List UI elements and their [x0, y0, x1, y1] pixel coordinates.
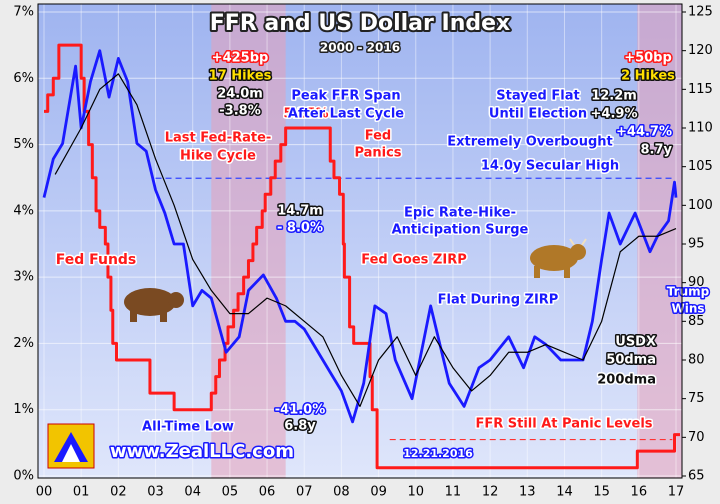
y-tick-label: 2%: [13, 336, 34, 351]
annotation: - 8.0%: [277, 221, 323, 236]
chart-title: FFR and US Dollar Index: [210, 11, 510, 36]
logo: [47, 423, 95, 469]
x-tick-label: 17: [668, 485, 685, 500]
y2-tick-label: 95: [688, 237, 705, 252]
annotation: 12.21.2016: [403, 447, 473, 460]
annotation: Until Election: [489, 107, 587, 122]
annotation: 5.25%: [283, 107, 328, 122]
x-tick-label: 05: [222, 485, 239, 500]
annotation: Anticipation Surge: [392, 223, 529, 238]
y2-tick-label: 75: [688, 391, 705, 406]
y-tick-label: 1%: [13, 402, 34, 417]
x-tick-label: 01: [73, 485, 90, 500]
y2-tick-label: 125: [688, 5, 713, 20]
annotation: Fed Funds: [56, 252, 137, 268]
x-tick-label: 06: [259, 485, 276, 500]
annotation: Flat During ZIRP: [438, 293, 559, 308]
x-tick-label: 07: [296, 485, 313, 500]
x-tick-label: 08: [333, 485, 350, 500]
y2-tick-label: 110: [688, 121, 713, 136]
x-tick-label: 14: [556, 485, 573, 500]
x-tick-label: 09: [370, 485, 387, 500]
y2-tick-label: 65: [688, 469, 705, 484]
annotation: 50dma: [606, 353, 656, 368]
y-tick-label: 3%: [13, 270, 34, 285]
x-tick-label: 03: [147, 485, 164, 500]
plot-frame: [37, 3, 683, 479]
series-line: [44, 43, 680, 470]
annotation: +50bp: [624, 51, 672, 66]
annotation: Last Fed-Rate-: [165, 131, 272, 146]
x-tick-label: 04: [184, 485, 201, 500]
x-tick-label: 00: [36, 485, 53, 500]
x-tick-label: 16: [631, 485, 648, 500]
annotation: 200dma: [597, 373, 656, 388]
annotation: Fed: [365, 129, 391, 144]
annotation: www.ZealLLC.com: [110, 441, 294, 462]
annotation: +4.9%: [591, 107, 638, 122]
annotation: USDX: [615, 335, 656, 350]
x-tick-label: 12: [482, 485, 499, 500]
annotation: After Last Cycle: [288, 107, 404, 122]
y-tick-label: 0%: [13, 469, 34, 484]
annotation: -3.8%: [219, 104, 260, 119]
bull-icon: [530, 238, 587, 278]
annotation: Epic Rate-Hike-: [404, 206, 516, 221]
annotation: 24.0m: [217, 87, 263, 102]
annotation: All-Time Low: [142, 420, 234, 435]
y2-tick-label: 105: [688, 159, 713, 174]
annotation: Peak FFR Span: [291, 89, 400, 104]
annotation: +425bp: [212, 51, 269, 66]
annotation: -41.0%: [275, 403, 326, 418]
annotation: 2 Hikes: [621, 69, 675, 84]
annotation: Extremely Overbought: [447, 135, 613, 150]
x-tick-label: 02: [110, 485, 127, 500]
annotation: Panics: [354, 146, 401, 161]
annotation: 17 Hikes: [209, 69, 272, 84]
y2-tick-label: 120: [688, 43, 713, 58]
x-tick-label: 10: [407, 485, 424, 500]
y2-tick-label: 85: [688, 314, 705, 329]
x-tick-label: 13: [519, 485, 536, 500]
annotation: 6.8y: [284, 419, 316, 434]
bear-icon: [124, 288, 184, 322]
y-tick-label: 4%: [13, 203, 34, 218]
x-tick-label: 11: [445, 485, 462, 500]
y2-tick-label: 100: [688, 198, 713, 213]
annotation: 12.2m: [591, 89, 637, 104]
annotation: Hike Cycle: [180, 149, 256, 164]
y-tick-label: 7%: [13, 5, 34, 20]
series-line: [42, 49, 678, 424]
y-tick-label: 6%: [13, 71, 34, 86]
y2-tick-label: 115: [688, 82, 713, 97]
annotation: 14.7m: [277, 204, 323, 219]
chart-subtitle: 2000 - 2016: [320, 41, 400, 55]
annotation: 8.7y: [640, 143, 672, 158]
annotation: +44.7%: [616, 125, 672, 140]
annotation: Fed Goes ZIRP: [361, 253, 467, 268]
y2-tick-label: 80: [688, 353, 705, 368]
shade: [211, 4, 286, 478]
x-tick-label: 15: [593, 485, 610, 500]
annotation: Trump: [667, 285, 710, 299]
series-line: [54, 73, 677, 407]
y2-tick-label: 70: [688, 430, 705, 445]
annotation: FFR Still At Panic Levels: [475, 417, 652, 432]
annotation: 14.0y Secular High: [481, 159, 619, 174]
y2-tick-label: 90: [688, 275, 705, 290]
annotation: Stayed Flat: [496, 89, 579, 104]
y-tick-label: 5%: [13, 137, 34, 152]
annotation: Wins: [671, 302, 704, 316]
